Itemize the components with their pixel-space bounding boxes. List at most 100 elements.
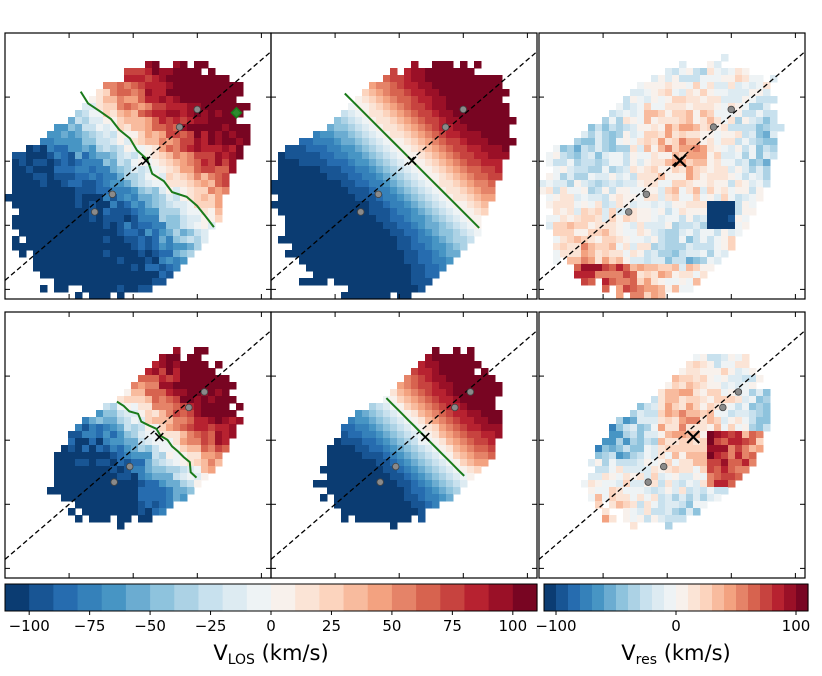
velocity-pixel xyxy=(201,222,209,230)
velocity-pixel xyxy=(96,159,104,167)
velocity-pixel xyxy=(145,431,153,439)
velocity-pixel xyxy=(574,180,582,188)
velocity-pixel xyxy=(152,61,160,69)
velocity-pixel xyxy=(425,278,433,286)
velocity-pixel xyxy=(131,438,139,446)
velocity-pixel xyxy=(173,208,181,216)
velocity-pixel xyxy=(75,215,83,223)
velocity-pixel xyxy=(749,82,757,90)
velocity-pixel xyxy=(700,494,708,502)
panel-model-large xyxy=(270,32,538,300)
velocity-pixel xyxy=(61,250,69,258)
velocity-pixel xyxy=(560,173,568,181)
velocity-pixel xyxy=(68,173,76,181)
velocity-pixel xyxy=(651,257,659,265)
velocity-pixel xyxy=(763,403,771,411)
velocity-pixel xyxy=(82,180,90,188)
velocity-pixel xyxy=(19,173,27,181)
velocity-pixel xyxy=(411,96,419,104)
velocity-pixel xyxy=(68,445,76,453)
velocity-pixel xyxy=(194,480,202,488)
velocity-pixel xyxy=(152,194,160,202)
velocity-pixel xyxy=(467,180,475,188)
velocity-pixel xyxy=(362,201,370,209)
velocity-pixel xyxy=(742,187,750,195)
velocity-pixel xyxy=(560,145,568,153)
velocity-pixel xyxy=(75,431,83,439)
velocity-pixel xyxy=(658,229,666,237)
velocity-pixel xyxy=(644,117,652,125)
velocity-pixel xyxy=(292,222,300,230)
velocity-pixel xyxy=(756,103,764,111)
velocity-pixel xyxy=(707,264,715,272)
velocity-pixel xyxy=(187,131,195,139)
velocity-pixel xyxy=(96,152,104,160)
panel-ticks xyxy=(539,312,805,578)
velocity-pixel xyxy=(481,417,489,425)
velocity-pixel xyxy=(446,61,454,69)
velocity-pixel xyxy=(173,375,181,383)
velocity-pixel xyxy=(418,243,426,251)
velocity-pixel xyxy=(397,445,405,453)
velocity-pixel xyxy=(89,508,97,516)
velocity-pixel xyxy=(138,480,146,488)
velocity-pixel xyxy=(369,257,377,265)
velocity-pixel xyxy=(222,180,230,188)
velocity-pixel xyxy=(369,229,377,237)
velocity-pixel xyxy=(714,445,722,453)
velocity-pixel xyxy=(166,152,174,160)
velocity-pixel xyxy=(411,180,419,188)
velocity-pixel xyxy=(763,410,771,418)
velocity-pixel xyxy=(334,173,342,181)
velocity-pixel xyxy=(201,431,209,439)
colorbar-tick-label: −100 xyxy=(9,617,50,635)
velocity-pixel xyxy=(742,431,750,439)
velocity-pixel xyxy=(735,361,743,369)
velocity-pixel xyxy=(637,424,645,432)
velocity-pixel xyxy=(686,361,694,369)
velocity-pixel xyxy=(446,473,454,481)
velocity-pixel xyxy=(124,452,132,460)
velocity-pixel xyxy=(630,243,638,251)
velocity-pixel xyxy=(425,445,433,453)
velocity-pixel xyxy=(630,431,638,439)
velocity-pixel xyxy=(145,487,153,495)
velocity-pixel xyxy=(602,194,610,202)
velocity-pixel xyxy=(138,166,146,174)
velocity-pixel xyxy=(425,361,433,369)
velocity-pixel xyxy=(145,180,153,188)
velocity-pixel xyxy=(131,222,139,230)
velocity-pixel xyxy=(460,424,468,432)
velocity-pixel xyxy=(488,103,496,111)
velocity-pixel xyxy=(348,145,356,153)
velocity-pixel xyxy=(446,124,454,132)
velocity-pixel xyxy=(432,487,440,495)
velocity-pixel xyxy=(243,138,251,146)
velocity-pixel xyxy=(124,466,132,474)
velocity-pixel xyxy=(341,159,349,167)
velocity-pixel xyxy=(686,508,694,516)
velocity-pixel xyxy=(355,278,363,286)
velocity-pixel xyxy=(145,285,153,293)
velocity-pixel xyxy=(595,215,603,223)
velocity-pixel xyxy=(173,417,181,425)
velocity-pixel xyxy=(411,82,419,90)
velocity-pixel xyxy=(467,159,475,167)
velocity-pixel xyxy=(131,96,139,104)
velocity-pixel xyxy=(166,103,174,111)
velocity-pixel xyxy=(194,145,202,153)
velocity-pixel xyxy=(714,354,722,362)
velocity-pixel xyxy=(138,431,146,439)
velocity-pixel xyxy=(159,264,167,272)
velocity-pixel xyxy=(425,494,433,502)
velocity-pixel xyxy=(651,89,659,97)
velocity-pixel xyxy=(334,194,342,202)
velocity-pixel xyxy=(679,368,687,376)
velocity-pixel xyxy=(432,96,440,104)
velocity-pixel xyxy=(12,159,20,167)
velocity-pixel xyxy=(453,75,461,83)
velocity-pixel xyxy=(194,424,202,432)
velocity-pixel xyxy=(404,375,412,383)
colorbar-bin xyxy=(640,584,653,611)
velocity-pixel xyxy=(686,138,694,146)
